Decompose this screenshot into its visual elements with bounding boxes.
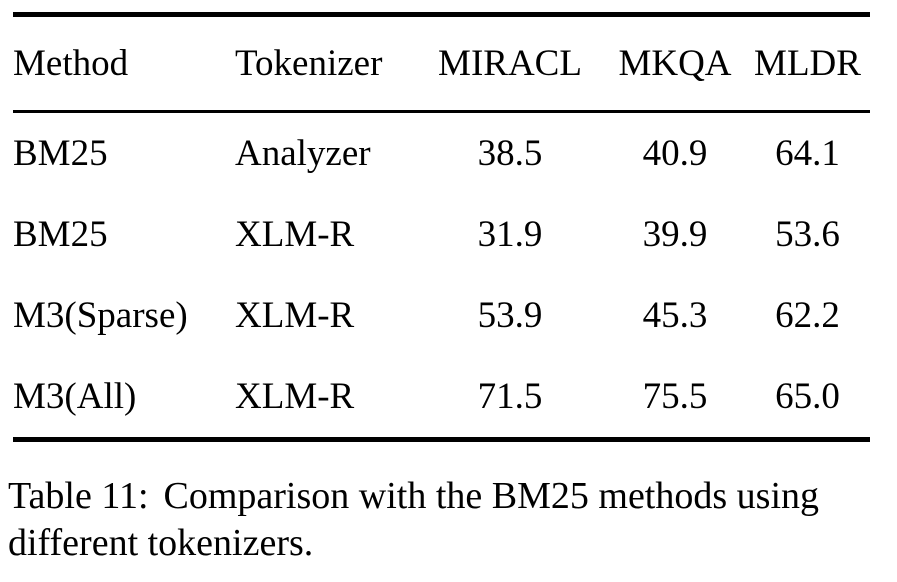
- paper-table-figure: Method Tokenizer MIRACL MKQA MLDR BM25 A…: [0, 12, 897, 582]
- cell-mldr: 53.6: [775, 214, 840, 255]
- cell-miracl: 71.5: [477, 376, 543, 417]
- table-row: M3(All) XLM-R 71.5 75.5 65.0: [13, 356, 870, 440]
- results-table: Method Tokenizer MIRACL MKQA MLDR BM25 A…: [13, 12, 870, 442]
- cell-method: BM25: [13, 214, 108, 255]
- cell-mldr: 65.0: [775, 376, 840, 417]
- col-header-mldr: MLDR: [745, 14, 870, 113]
- caption-label: Table 11:: [8, 475, 149, 517]
- cell-miracl: 31.9: [477, 214, 543, 255]
- table-caption: Table 11: Comparison with the BM25 method…: [8, 473, 893, 567]
- cell-tokenizer: XLM-R: [235, 214, 355, 255]
- table-row: BM25 Analyzer 38.5 40.9 64.1: [13, 112, 870, 195]
- cell-mldr: 64.1: [775, 133, 840, 174]
- cell-method: M3(All): [13, 376, 137, 417]
- col-header-method: Method: [13, 14, 235, 113]
- cell-mkqa: 75.5: [642, 376, 708, 417]
- cell-tokenizer: XLM-R: [235, 376, 355, 417]
- caption-text: Comparison with the BM25 methods using d…: [8, 475, 819, 564]
- cell-tokenizer: XLM-R: [235, 295, 355, 336]
- cell-mkqa: 39.9: [642, 214, 708, 255]
- table-header-row: Method Tokenizer MIRACL MKQA MLDR: [13, 14, 870, 113]
- cell-method: BM25: [13, 133, 108, 174]
- col-header-mkqa: MKQA: [605, 14, 745, 113]
- cell-mkqa: 45.3: [642, 295, 708, 336]
- table-row: M3(Sparse) XLM-R 53.9 45.3 62.2: [13, 275, 870, 356]
- cell-miracl: 38.5: [477, 133, 543, 174]
- cell-mkqa: 40.9: [642, 133, 708, 174]
- cell-tokenizer: Analyzer: [235, 133, 371, 174]
- cell-method: M3(Sparse): [13, 295, 188, 336]
- col-header-miracl: MIRACL: [415, 14, 605, 113]
- cell-mldr: 62.2: [775, 295, 840, 336]
- table-row: BM25 XLM-R 31.9 39.9 53.6: [13, 194, 870, 275]
- col-header-tokenizer: Tokenizer: [235, 14, 415, 113]
- cell-miracl: 53.9: [477, 295, 543, 336]
